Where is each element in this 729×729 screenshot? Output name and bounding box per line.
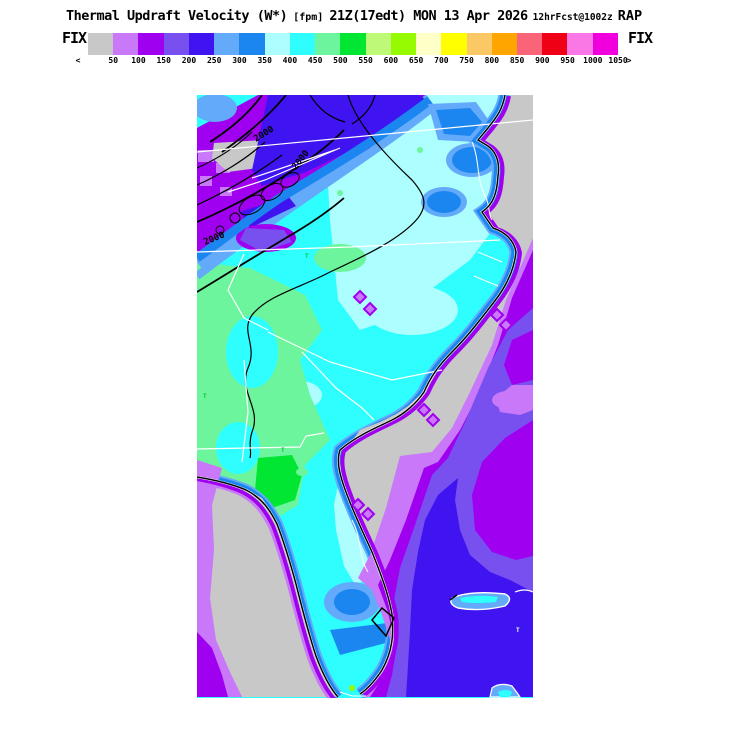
elevation-contours <box>196 94 425 459</box>
title-forecast: 12hrFcst@1002z <box>532 12 613 23</box>
colorbar-tick-label: 50 <box>108 56 119 65</box>
colorbar-swatch <box>542 33 568 55</box>
colorbar-tick-label: 100 <box>131 56 146 65</box>
fix-label-right[interactable]: FIX <box>628 29 653 47</box>
colorbar-swatch <box>113 33 139 55</box>
title-units: [fpm] <box>293 12 324 23</box>
colorbar-tick-label: 400 <box>282 56 298 65</box>
station-diamond-icons <box>350 289 514 522</box>
colorbar-swatch <box>441 33 467 55</box>
forecast-map: 2000 2000 2000 T T T T <box>188 94 534 698</box>
title-bar: Thermal Updraft Velocity (W*) [fpm] 21Z(… <box>66 8 666 24</box>
colorbar-tick-label: 550 <box>358 56 373 65</box>
colorbar-tick-label: 150 <box>156 56 171 65</box>
colorbar-swatch <box>138 33 164 55</box>
title-valid-time: 21Z(17edt) MON 13 Apr 2026 <box>329 8 528 24</box>
colorbar-tick-label: 650 <box>408 56 424 65</box>
colorbar-swatch <box>416 33 442 55</box>
colorbar-tick-label: 350 <box>257 56 272 65</box>
colorbar-tick-label: 500 <box>333 56 348 65</box>
site-mark: T <box>203 393 207 400</box>
colorbar-tick-label: 1000 <box>583 56 603 65</box>
site-mark: T <box>305 253 309 260</box>
fix-label-left[interactable]: FIX <box>62 29 87 47</box>
coastal-blue-patches <box>421 102 498 217</box>
colorbar-tick-label: 1050 <box>608 56 628 65</box>
colorbar-swatch <box>390 33 417 55</box>
colorbar-swatch <box>289 33 316 55</box>
gulf-bands <box>197 460 336 697</box>
colorbar-swatch <box>592 33 618 55</box>
page-title: Thermal Updraft Velocity (W*) <box>66 8 288 24</box>
colorbar-tick-label: 850 <box>509 56 525 65</box>
colorbar-tick-label: 250 <box>206 56 222 65</box>
title-model: RAP <box>617 8 643 24</box>
site-marks: T T T T <box>203 253 520 634</box>
colorbar-swatch <box>491 33 517 55</box>
colorbar-tick-label: 750 <box>459 56 474 65</box>
colorbar-tick-label: 950 <box>560 56 575 65</box>
bahamas-islands <box>449 589 534 698</box>
colorbar-tick-label: < <box>75 56 81 65</box>
colorbar-swatch <box>567 33 593 55</box>
colorbar-swatch <box>466 33 492 55</box>
colorbar-ticks: <50 100 150 200 250 300 350 400 450 500 550 600 650 7… <box>0 56 729 68</box>
colorbar-swatch <box>264 33 290 55</box>
colorbar-tick-label: 300 <box>232 56 247 65</box>
colorbar-swatch <box>365 33 391 55</box>
state-borders <box>196 119 534 697</box>
colorbar-tick-label: 900 <box>535 56 550 65</box>
colorbar-tick-label: > <box>626 56 632 65</box>
colorbar-swatch <box>188 33 215 55</box>
colorbar-tick-label: 700 <box>434 56 449 65</box>
colorbar-swatch <box>163 33 189 55</box>
colorbar-swatch <box>239 33 265 55</box>
site-mark: T <box>281 447 285 454</box>
lake-okeechobee-outline <box>371 606 395 638</box>
colorbar-swatch <box>315 33 341 55</box>
colorbar-swatch <box>214 33 240 55</box>
land-green-regions <box>197 147 423 525</box>
colorbar-swatch <box>88 33 114 55</box>
colorbar-swatch <box>516 33 543 55</box>
colorbar-tick-label: 800 <box>484 56 500 65</box>
colorbar-tick-label: 600 <box>383 56 399 65</box>
colorbar-tick-label: 200 <box>181 56 197 65</box>
colorbar-swatches <box>88 33 618 55</box>
site-mark: T <box>516 627 520 634</box>
colorbar-swatch <box>340 33 366 55</box>
map-canvas[interactable]: 2000 2000 2000 T T T T <box>188 94 534 698</box>
colorbar-tick-label: 450 <box>307 56 323 65</box>
